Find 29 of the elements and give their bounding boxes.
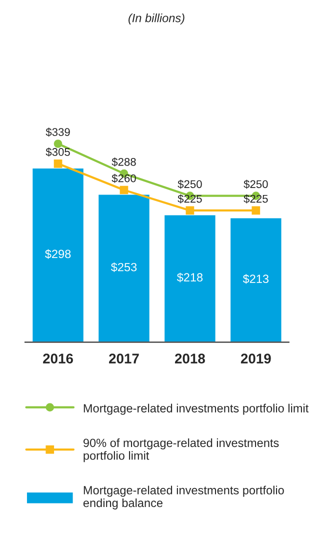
legend-label: Mortgage-related investments portfolio ending balance (83, 486, 284, 510)
data-label: $260 (112, 174, 136, 183)
chart-title: (In billions) (128, 14, 184, 25)
data-label: $250 (244, 180, 268, 189)
x-tick-label: 2019 (240, 354, 271, 364)
data-label: $298 (45, 249, 71, 259)
bar (31, 167, 85, 342)
data-label: $253 (110, 262, 137, 272)
x-tick-label: 2016 (43, 354, 73, 364)
bar (163, 214, 217, 342)
data-label: $339 (46, 128, 70, 137)
data-label: $218 (176, 272, 203, 282)
data-label: $250 (178, 180, 202, 189)
data-label: $288 (112, 158, 136, 167)
point (252, 206, 260, 215)
point (54, 159, 62, 168)
point (186, 206, 194, 215)
data-label: $213 (242, 274, 269, 284)
bar (97, 193, 151, 342)
point (120, 186, 128, 194)
legend-label: Mortgage-related investments portfolio limit (84, 404, 309, 415)
x-tick-label: 2017 (109, 354, 139, 364)
bar (229, 216, 283, 342)
data-label: $225 (178, 194, 202, 204)
legend-label: 90% of mortgage-related investments portfolio limit (83, 438, 279, 462)
point (54, 140, 62, 148)
data-label: $305 (46, 148, 70, 157)
x-tick-label: 2018 (174, 354, 205, 364)
data-label: $225 (244, 194, 268, 204)
